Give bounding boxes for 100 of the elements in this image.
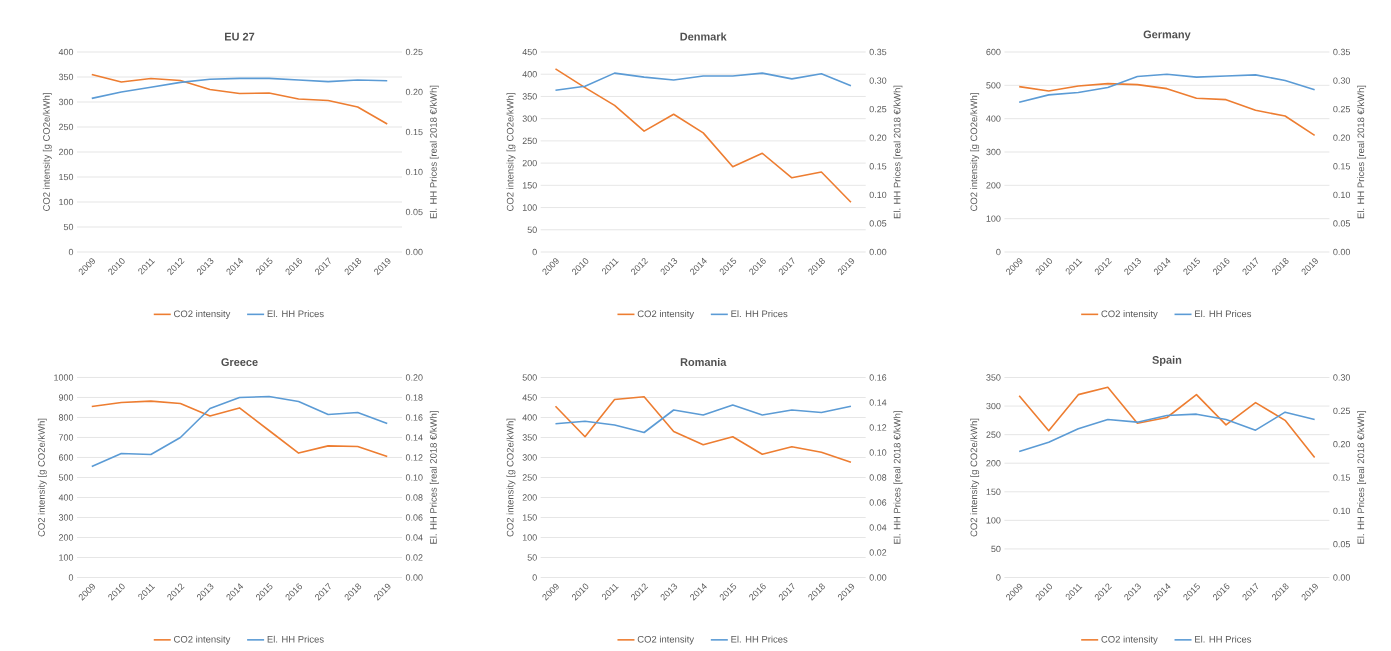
y-tick-label: 150 (59, 173, 74, 181)
y2-tick-label: 0.35 (1333, 48, 1351, 56)
y-tick-label: 0 (996, 574, 1001, 581)
y2-tick-label: 0.20 (1333, 440, 1351, 448)
y-tick-label: 100 (522, 204, 537, 211)
y2-tick-label: 0.20 (1333, 134, 1351, 141)
y2-tick-label: 0.10 (1333, 191, 1351, 199)
y2-tick-label: 0.00 (405, 248, 423, 256)
y2-tick-label: 0.12 (405, 454, 423, 461)
y-tick-label: 300 (522, 115, 537, 122)
y2-tick-label: 0.08 (869, 474, 887, 481)
line-series (554, 68, 852, 204)
y-tick-label: 100 (986, 517, 1001, 524)
y-tick-label: 250 (986, 431, 1001, 438)
line-series (1018, 82, 1316, 137)
line-series (554, 72, 852, 92)
y2-axis-title: El. HH Prices [real 2018 €/kWh] (429, 411, 439, 544)
legend-label: CO2 intensity (1101, 310, 1158, 320)
y-tick-label: 500 (58, 474, 74, 481)
y2-tick-label: 0.00 (869, 248, 887, 256)
y-tick-label: 200 (58, 534, 74, 541)
y-tick-label: 700 (58, 434, 74, 441)
y2-tick-label: 0.05 (1333, 540, 1351, 548)
y2-tick-label: 0.25 (869, 105, 887, 113)
y2-axis-title: El. HH Prices [real 2018 €/kWh] (1357, 411, 1367, 544)
y2-axis-title: El. HH Prices [real 2018 €/kWh] (429, 85, 439, 219)
y-tick-label: 1000 (54, 374, 74, 381)
y-tick-label: 400 (58, 48, 74, 56)
legend-label: El. HH Prices (731, 310, 788, 318)
y2-tick-label: 0.15 (405, 128, 423, 136)
y2-tick-label: 0.20 (405, 88, 423, 96)
y2-tick-label: 0.05 (1333, 220, 1351, 227)
y2-tick-label: 0.06 (405, 514, 423, 521)
y2-tick-label: 0.15 (869, 163, 887, 170)
y-tick-label: 250 (522, 137, 537, 145)
y-tick-label: 300 (986, 402, 1001, 410)
y2-tick-label: 0.04 (869, 524, 887, 531)
line-series (554, 404, 852, 434)
y2-tick-label: 0.18 (405, 394, 423, 401)
chart-title: Denmark (680, 32, 727, 41)
y-tick-label: 50 (991, 545, 1001, 553)
y2-tick-label: 0.10 (405, 168, 423, 176)
y-tick-label: 250 (522, 474, 537, 481)
y2-tick-label: 0.02 (405, 554, 423, 561)
y2-tick-label: 0.00 (869, 574, 887, 581)
y-tick-label: 250 (58, 123, 74, 131)
y-tick-label: 200 (522, 494, 537, 501)
y2-tick-label: 0.00 (1333, 574, 1351, 581)
y2-tick-label: 0.25 (1333, 105, 1351, 113)
legend-label: CO2 intensity (637, 310, 695, 320)
y2-tick-label: 0.08 (405, 494, 423, 501)
y2-tick-label: 0.10 (1333, 507, 1351, 515)
y-tick-label: 150 (522, 514, 537, 521)
y-axis-title: CO2 intensity [g CO2e/kWh] (37, 418, 47, 537)
y2-tick-label: 0.05 (405, 208, 423, 216)
y-axis-title: CO2 intensity [g CO2e/kWh] (970, 93, 980, 211)
y-tick-label: 350 (58, 73, 74, 81)
y2-tick-label: 0.14 (869, 399, 887, 406)
line-series (554, 395, 852, 464)
line-series (90, 77, 389, 100)
y-axis-title: CO2 intensity [g CO2e/kWh] (42, 93, 52, 211)
y2-tick-label: 0.10 (869, 191, 887, 199)
y-tick-label: 300 (522, 454, 537, 461)
legend-label: El. HH Prices (731, 635, 788, 643)
y-tick-label: 0 (532, 248, 537, 256)
y2-tick-label: 0.10 (869, 449, 887, 456)
chart-title: Germany (1143, 30, 1191, 41)
y2-tick-label: 0.15 (1333, 163, 1351, 170)
line-series (1018, 386, 1316, 459)
y-axis-title: CO2 intensity [g CO2e/kWh] (506, 418, 516, 537)
y-tick-label: 200 (58, 148, 74, 156)
chart-title: Spain (1152, 355, 1182, 366)
y-tick-label: 100 (522, 534, 537, 541)
y-tick-label: 200 (986, 182, 1001, 189)
y2-tick-label: 0.02 (869, 549, 887, 556)
y-tick-label: 300 (58, 98, 74, 106)
y2-tick-label: 0.14 (405, 434, 423, 441)
legend-label: El. HH Prices (1195, 635, 1252, 643)
y-tick-label: 0 (532, 574, 537, 581)
y-tick-label: 900 (58, 394, 74, 401)
y2-tick-label: 0.30 (1333, 374, 1351, 381)
y-tick-label: 800 (58, 414, 74, 421)
y-tick-label: 400 (986, 115, 1001, 122)
y2-tick-label: 0.20 (869, 134, 887, 141)
y-tick-label: 200 (986, 460, 1001, 467)
y2-tick-label: 0.16 (869, 374, 887, 381)
y-tick-label: 350 (522, 93, 537, 100)
y-tick-label: 500 (522, 374, 537, 381)
y-axis-title: CO2 intensity [g CO2e/kWh] (506, 93, 516, 211)
y2-tick-label: 0.30 (1333, 77, 1351, 84)
y-tick-label: 100 (59, 554, 74, 561)
y2-tick-label: 0.00 (405, 574, 423, 581)
line-series (90, 395, 389, 468)
chart-title: EU 27 (225, 32, 255, 41)
y-tick-label: 100 (59, 198, 74, 206)
y2-tick-label: 0.35 (869, 48, 887, 56)
y-tick-label: 400 (58, 494, 74, 501)
y-tick-label: 500 (986, 82, 1001, 89)
y-tick-label: 600 (986, 48, 1001, 56)
legend-label: El. HH Prices (267, 635, 324, 643)
